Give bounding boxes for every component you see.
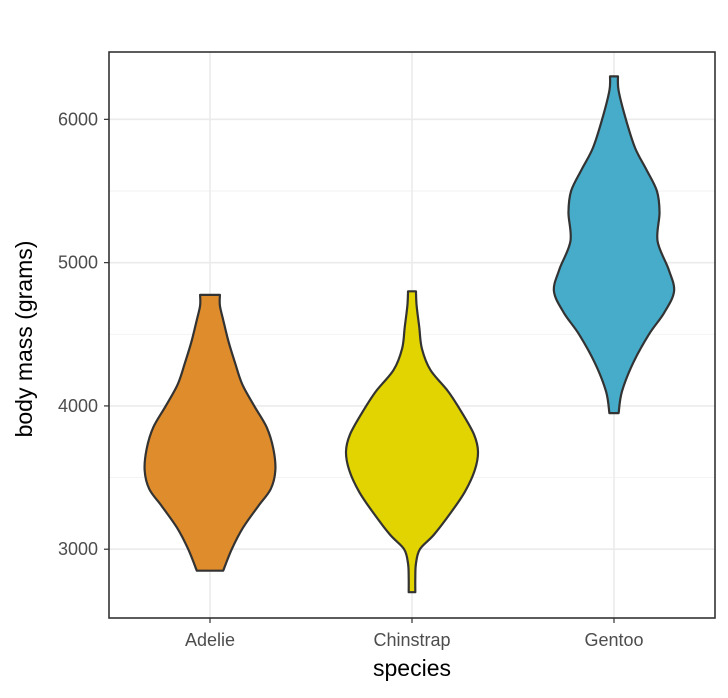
y-tick-label: 3000 [58, 539, 98, 559]
violins [143, 75, 676, 594]
y-tick-label: 4000 [58, 396, 98, 416]
y-tick-label: 6000 [58, 109, 98, 129]
y-axis-title: body mass (grams) [11, 241, 37, 438]
x-tick-label: Gentoo [584, 630, 643, 650]
x-tick-label: Adelie [185, 630, 235, 650]
violin-adelie [143, 293, 277, 572]
x-tick-labels: Adelie Chinstrap Gentoo [185, 630, 644, 650]
violin-chinstrap [344, 290, 480, 594]
y-tick-label: 5000 [58, 253, 98, 273]
axis-ticks [104, 118, 615, 623]
x-axis-title: species [373, 655, 451, 681]
violin-gentoo [552, 75, 676, 415]
x-tick-label: Chinstrap [373, 630, 450, 650]
y-tick-labels: 3000 4000 5000 6000 [58, 109, 98, 559]
